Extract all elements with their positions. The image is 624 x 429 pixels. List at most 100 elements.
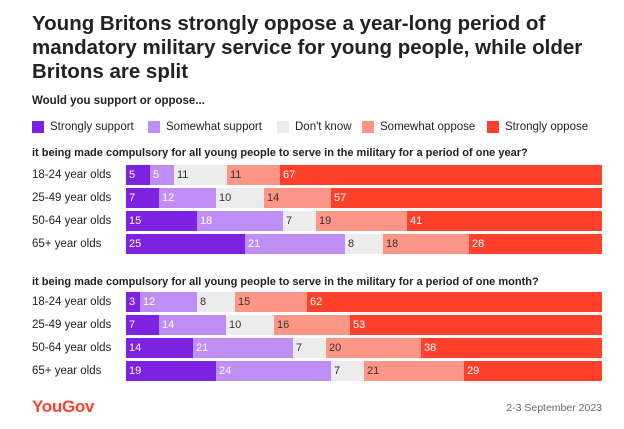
bar-segment (126, 292, 140, 312)
data-label: 7 (334, 365, 341, 377)
legend-swatch (487, 121, 499, 133)
data-label: 41 (410, 215, 423, 227)
bar-segment (216, 361, 331, 381)
bar-segment (226, 315, 274, 335)
bar-segment (350, 315, 602, 335)
data-label: 38 (424, 342, 437, 354)
legend-item: Don't know (277, 120, 352, 134)
bar-row: 18-24 year olds 3 12 8 15 62 (32, 292, 602, 312)
bar-segment (126, 361, 216, 381)
bar-segment (227, 165, 280, 185)
bar-segment (197, 211, 283, 231)
question-title: it being made compulsory for all young p… (32, 147, 528, 159)
bar-row: 18-24 year olds 5 5 11 11 67 (32, 165, 602, 185)
bar-segment (126, 338, 193, 358)
category-label: 18-24 year olds (32, 296, 112, 308)
data-label: 11 (230, 169, 242, 181)
bar-segment (235, 292, 307, 312)
legend-label: Somewhat oppose (380, 121, 476, 133)
legend: Strongly support Somewhat support Don't kn… (32, 120, 612, 134)
stacked-bar: 19 24 7 21 29 (126, 361, 602, 381)
category-label: 18-24 year olds (32, 169, 112, 181)
bar-segment (364, 361, 464, 381)
bar-row: 25-49 year olds 7 14 10 16 53 (32, 315, 602, 335)
bar-segment (464, 361, 602, 381)
bar-row: 50-64 year olds 15 18 7 19 41 (32, 211, 602, 231)
legend-label: Somewhat support (166, 121, 262, 133)
data-label: 20 (329, 342, 342, 354)
data-label: 18 (200, 215, 213, 227)
category-label: 25-49 year olds (32, 319, 112, 331)
data-label: 8 (348, 238, 355, 250)
data-label: 14 (162, 319, 175, 331)
bar-segment (174, 165, 227, 185)
data-label: 5 (153, 169, 160, 181)
stacked-bar: 15 18 7 19 41 (126, 211, 602, 231)
category-label: 50-64 year olds (32, 342, 112, 354)
bar-segment (264, 188, 331, 208)
data-label: 10 (229, 319, 242, 331)
category-label: 25-49 year olds (32, 192, 112, 204)
category-label: 50-64 year olds (32, 215, 112, 227)
bar-segment (193, 338, 293, 358)
legend-swatch (32, 121, 44, 133)
bar-segment (407, 211, 602, 231)
bar-segment (197, 292, 235, 312)
legend-swatch (148, 121, 160, 133)
yougov-logo: YouGov (32, 397, 95, 416)
data-label: 15 (129, 215, 142, 227)
data-label: 15 (238, 296, 251, 308)
bar-segment (326, 338, 421, 358)
data-label: 7 (286, 215, 293, 227)
data-label: 21 (248, 238, 261, 250)
data-label: 7 (129, 192, 136, 204)
data-label: 8 (200, 296, 207, 308)
bar-segment (331, 361, 364, 381)
bar-segment (280, 165, 602, 185)
legend-label: Strongly oppose (505, 121, 589, 133)
bar-segment (159, 315, 226, 335)
question-title: it being made compulsory for all young p… (32, 276, 539, 288)
bar-segment (126, 234, 245, 254)
legend-item: Somewhat oppose (362, 120, 475, 134)
bar-segment (293, 338, 326, 358)
data-label: 19 (319, 215, 332, 227)
stacked-bar: 5 5 11 11 67 (126, 165, 602, 185)
data-label: 12 (143, 296, 156, 308)
data-label: 62 (310, 296, 323, 308)
bar-segment (245, 234, 345, 254)
bar-segment (274, 315, 350, 335)
data-label: 10 (219, 192, 232, 204)
bar-segment (126, 188, 159, 208)
legend-item: Strongly oppose (487, 120, 588, 134)
data-label: 11 (177, 169, 189, 181)
data-label: 21 (196, 342, 209, 354)
stacked-bar: 3 12 8 15 62 (126, 292, 602, 312)
category-label: 65+ year olds (32, 238, 102, 250)
bar-segment (216, 188, 264, 208)
data-label: 16 (277, 319, 290, 331)
data-label: 7 (296, 342, 303, 354)
stacked-bar: 14 21 7 20 38 (126, 338, 602, 358)
bar-segment (307, 292, 602, 312)
stacked-bar: 25 21 8 18 28 (126, 234, 602, 254)
data-label: 14 (129, 342, 142, 354)
bar-segment (316, 211, 407, 231)
data-label: 67 (283, 169, 296, 181)
stacked-bar: 7 14 10 16 53 (126, 315, 602, 335)
data-label: 28 (472, 238, 485, 250)
legend-item: Somewhat support (148, 120, 262, 134)
data-label: 57 (334, 192, 347, 204)
bar-row: 65+ year olds 25 21 8 18 28 (32, 234, 602, 254)
data-label: 24 (219, 365, 232, 377)
legend-label: Don't know (295, 121, 352, 133)
chart-subtitle: Would you support or oppose... (32, 95, 205, 107)
data-label: 14 (267, 192, 280, 204)
bar-segment (421, 338, 602, 358)
bar-row: 50-64 year olds 14 21 7 20 38 (32, 338, 602, 358)
bar-segment (150, 165, 174, 185)
bar-segment (345, 234, 383, 254)
bar-segment (331, 188, 602, 208)
bar-segment (469, 234, 602, 254)
data-label: 19 (129, 365, 142, 377)
